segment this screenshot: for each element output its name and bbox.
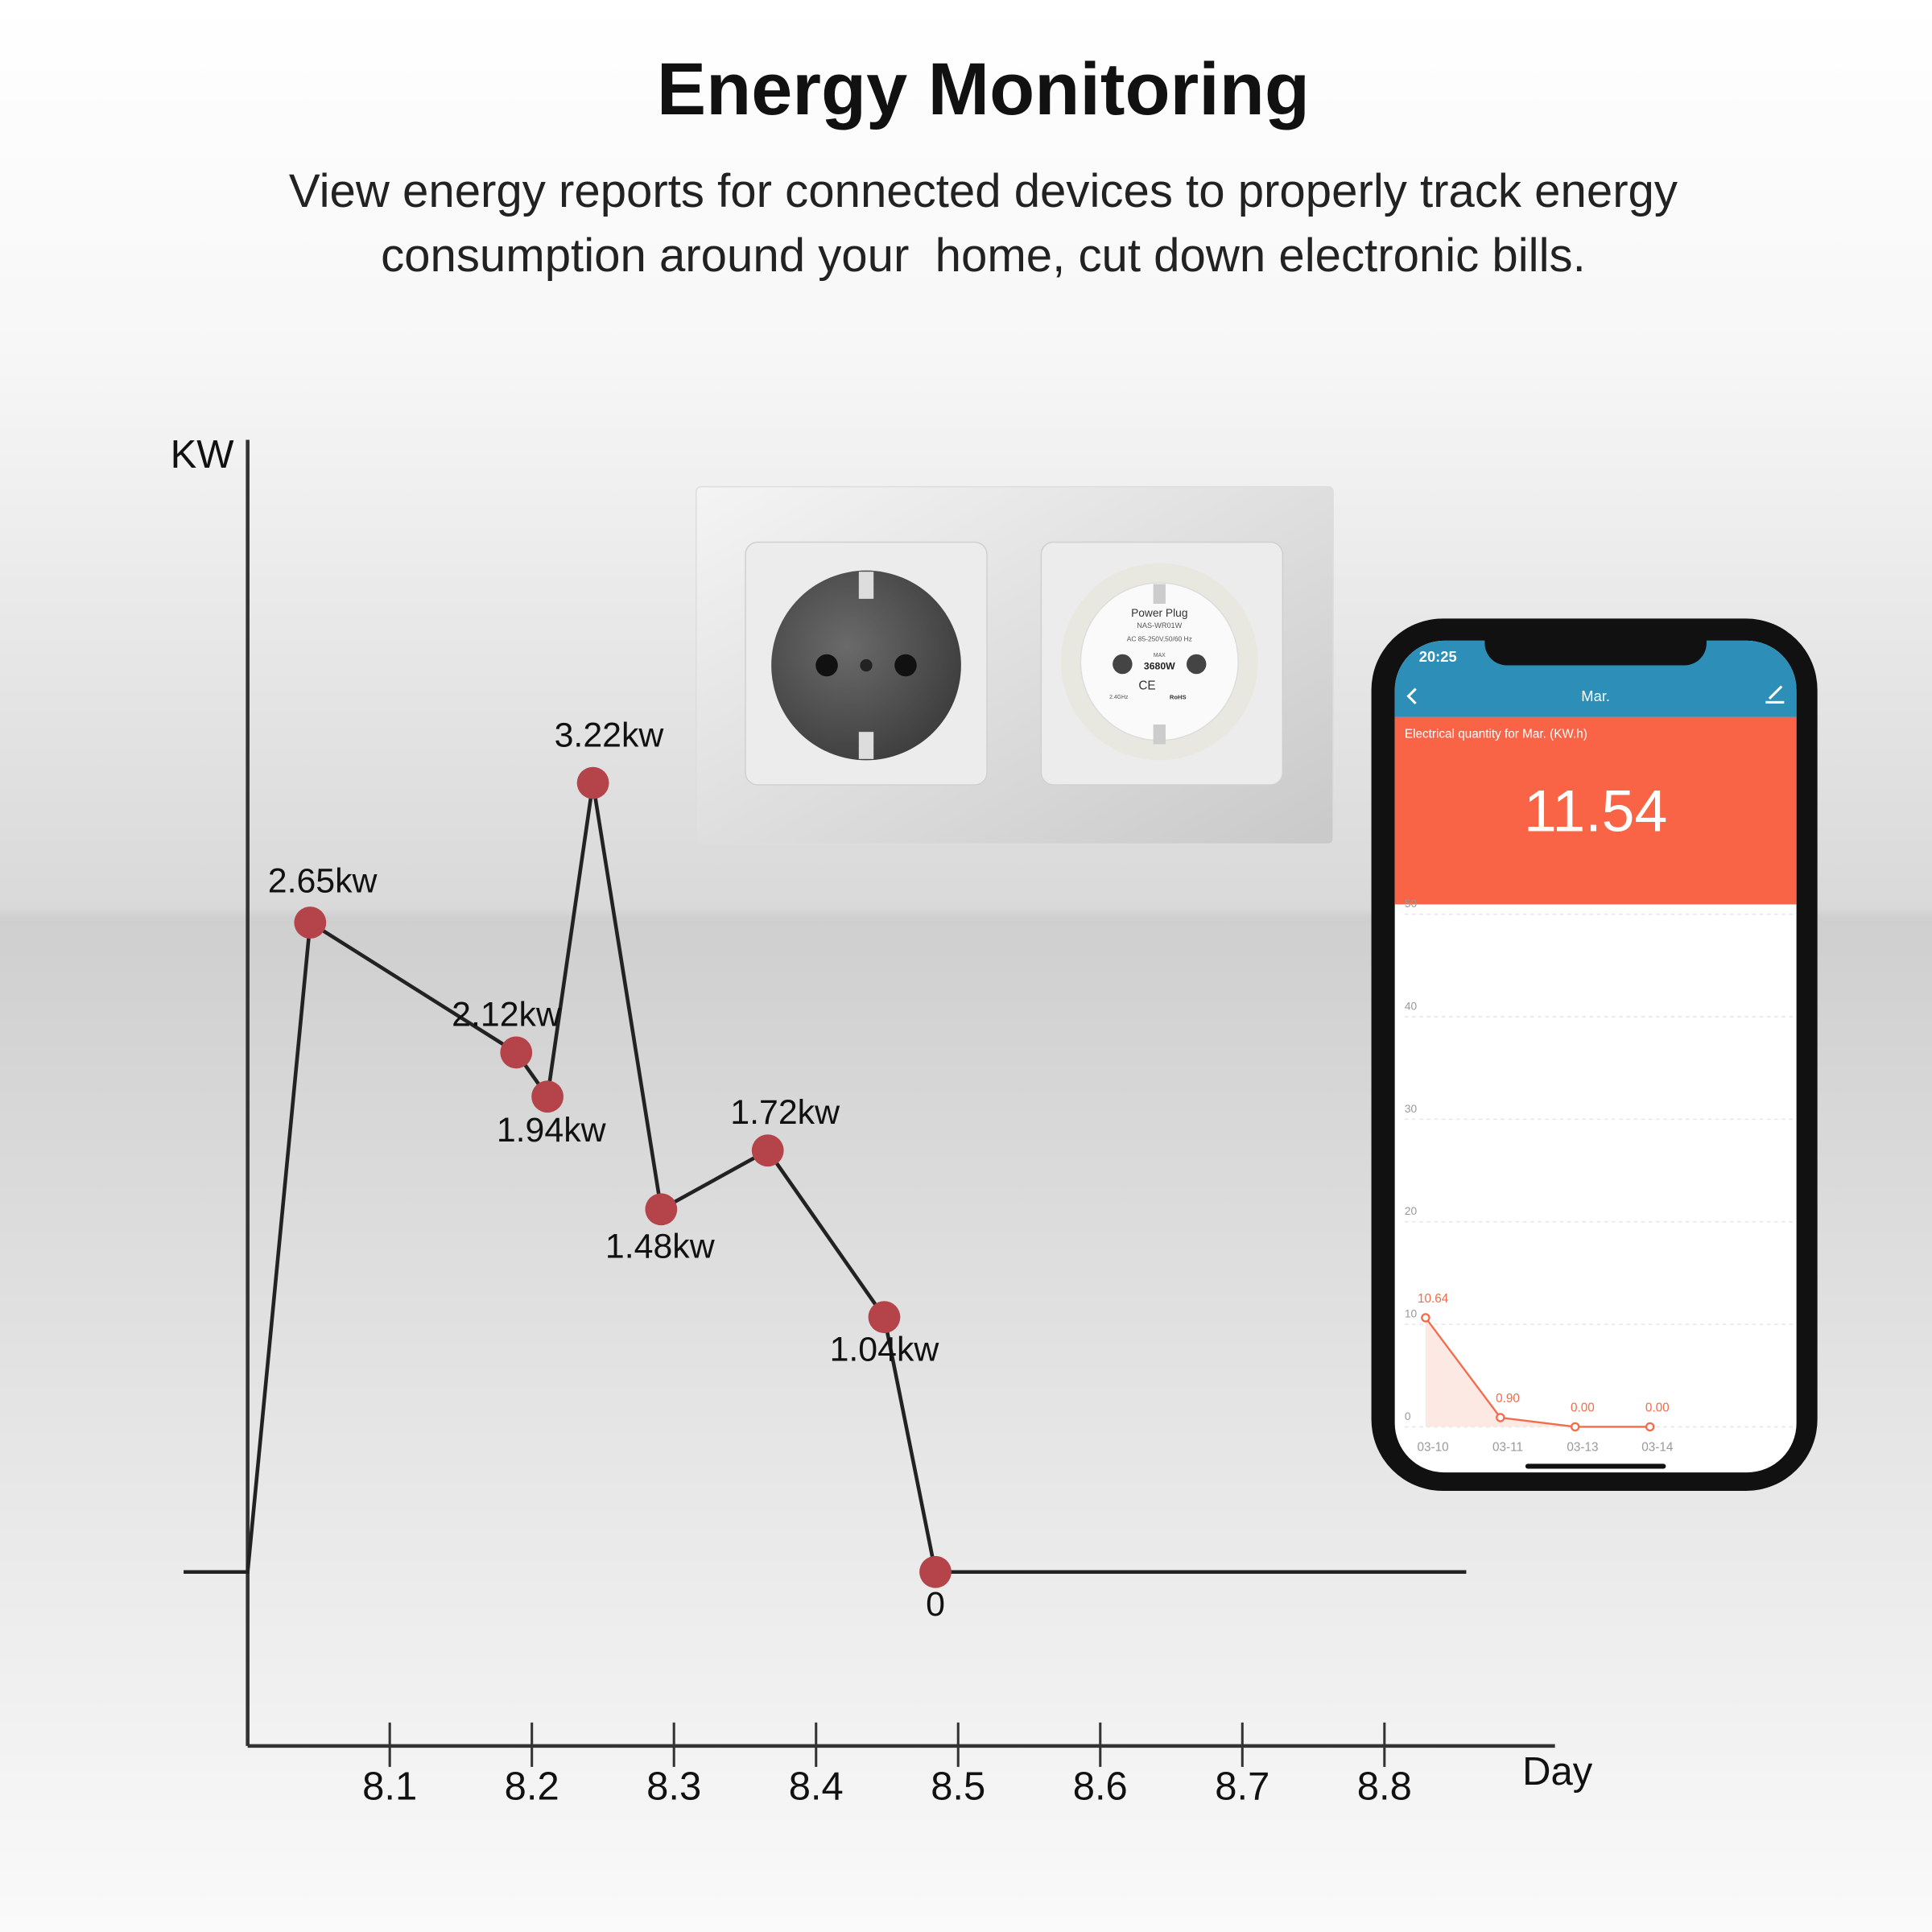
plug-max: MAX — [1154, 653, 1166, 658]
socket-hole — [815, 654, 838, 677]
x-tick-label: 8.7 — [1215, 1765, 1269, 1808]
data-label: 10.64 — [1418, 1292, 1449, 1306]
x-tick-label: 8.4 — [789, 1765, 844, 1808]
x-tick-label: 03-11 — [1492, 1441, 1523, 1455]
data-point — [645, 1193, 678, 1226]
plug-rating: AC 85-250V,50/60 Hz — [1127, 635, 1192, 643]
plug-rohs: RoHS — [1170, 693, 1187, 700]
data-label: 0.00 — [1645, 1402, 1670, 1415]
data-point — [868, 1301, 901, 1334]
data-label: 1.04kw — [830, 1330, 940, 1368]
data-label: 2.12kw — [452, 995, 562, 1034]
connector — [184, 922, 312, 1575]
plug-clip — [1153, 584, 1166, 604]
x-tick-label: 03-13 — [1567, 1441, 1598, 1455]
y-tick-label: 10 — [1405, 1307, 1418, 1319]
x-tick-label: 8.5 — [931, 1765, 985, 1808]
plug-model: NAS-WR01W — [1137, 621, 1182, 630]
phone-total: 11.54 — [1524, 778, 1667, 844]
y-tick-label: 30 — [1405, 1103, 1418, 1115]
socket-hole — [860, 658, 873, 672]
data-point — [1645, 1422, 1655, 1432]
x-tick-label: 8.3 — [646, 1765, 701, 1808]
data-line — [1424, 1317, 1650, 1428]
x-axis-label: Day — [1522, 1750, 1593, 1794]
plug-clip — [1153, 724, 1166, 745]
phone: 20:25 Mar. Electrical quantity for Mar. … — [1371, 618, 1818, 1492]
y-axis-label: KW — [171, 433, 235, 477]
plug-ce: CE — [1138, 679, 1155, 693]
data-point — [1421, 1313, 1430, 1323]
title: Energy Monitoring — [657, 48, 1310, 130]
x-tick-label: 03-14 — [1641, 1441, 1674, 1455]
subtitle-line: View energy reports for connected device… — [289, 165, 1678, 217]
data-point — [500, 1036, 533, 1069]
x-tick-label: 8.2 — [505, 1765, 559, 1808]
main-chart: KW Day 8.1 8.2 8.3 8.4 8.5 8.6 8.7 8.8 2.65kw 2.1… — [171, 433, 1593, 1809]
x-tick-label: 8.6 — [1073, 1765, 1128, 1808]
back-icon[interactable] — [1406, 687, 1417, 705]
socket-clip — [858, 732, 874, 759]
data-label: 0.00 — [1571, 1402, 1595, 1415]
data-point — [294, 906, 327, 939]
plug-band: 2.4GHz — [1109, 695, 1129, 700]
socket-hole — [894, 654, 917, 677]
home-indicator — [1525, 1463, 1666, 1469]
x-tick-label: 8.8 — [1357, 1765, 1412, 1808]
data-point — [1570, 1422, 1580, 1432]
socket-clip — [858, 572, 874, 599]
phone-chart-title: Electrical quantity for Mar. (KW.h) — [1405, 727, 1587, 741]
data-point — [751, 1134, 784, 1167]
y-tick-label: 0 — [1405, 1410, 1411, 1422]
edit-icon[interactable] — [1765, 685, 1785, 704]
data-label: 1.72kw — [730, 1093, 840, 1132]
x-tick-label: 8.1 — [362, 1765, 417, 1808]
socket: Power Plug NAS-WR01W AC 85-250V,50/60 Hz… — [696, 485, 1334, 845]
plug-name: Power Plug — [1131, 607, 1187, 619]
data-point — [1496, 1413, 1505, 1422]
data-label: 3.22kw — [555, 716, 665, 754]
data-label: 0 — [926, 1585, 945, 1624]
phone-month: Mar. — [1581, 687, 1610, 704]
phone-time: 20:25 — [1419, 648, 1457, 665]
subtitle-line: consumption around your home, cut down e… — [381, 229, 1586, 282]
data-label: 1.94kw — [497, 1111, 607, 1150]
y-tick-label: 20 — [1405, 1205, 1418, 1217]
plug-hole — [1186, 654, 1207, 675]
plug-power: 3680W — [1144, 660, 1175, 671]
data-label: 1.48kw — [605, 1228, 716, 1266]
y-tick-label: 50 — [1405, 898, 1418, 910]
phone-summary — [1394, 716, 1797, 905]
x-tick-label: 03-10 — [1418, 1441, 1449, 1455]
phone-notch — [1484, 638, 1707, 666]
data-label: 2.65kw — [268, 861, 378, 900]
data-point — [531, 1080, 564, 1113]
data-point — [919, 1555, 952, 1588]
y-tick-label: 40 — [1405, 1000, 1418, 1012]
data-label: 0.90 — [1496, 1392, 1520, 1406]
data-point — [576, 766, 609, 799]
area — [1425, 1317, 1650, 1427]
plug-hole — [1113, 654, 1133, 675]
